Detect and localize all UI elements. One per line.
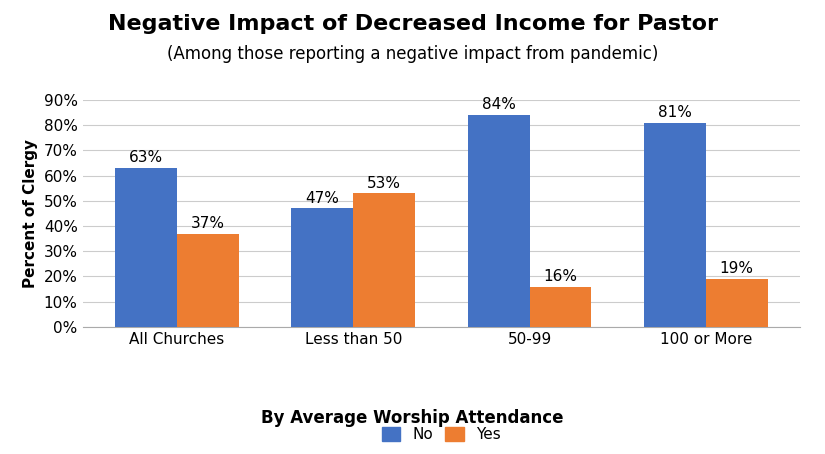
Text: 47%: 47%	[305, 191, 339, 206]
Text: 81%: 81%	[658, 105, 692, 120]
Text: 63%: 63%	[129, 150, 163, 165]
Text: Negative Impact of Decreased Income for Pastor: Negative Impact of Decreased Income for …	[107, 14, 718, 34]
Bar	[706, 279, 767, 327]
Text: (Among those reporting a negative impact from pandemic): (Among those reporting a negative impact…	[167, 45, 658, 64]
Y-axis label: Percent of Clergy: Percent of Clergy	[23, 139, 38, 288]
Bar	[291, 208, 353, 327]
Text: 84%: 84%	[482, 98, 516, 113]
Text: 53%: 53%	[367, 176, 401, 191]
Bar	[353, 193, 415, 327]
Bar	[468, 115, 530, 327]
Bar	[116, 168, 177, 327]
Text: By Average Worship Attendance: By Average Worship Attendance	[262, 409, 563, 427]
Text: 37%: 37%	[191, 216, 224, 231]
Legend: No, Yes: No, Yes	[376, 421, 507, 448]
Bar	[530, 286, 592, 327]
Bar	[177, 233, 238, 327]
Text: 19%: 19%	[719, 262, 754, 276]
Bar	[644, 123, 706, 327]
Text: 16%: 16%	[544, 269, 578, 284]
